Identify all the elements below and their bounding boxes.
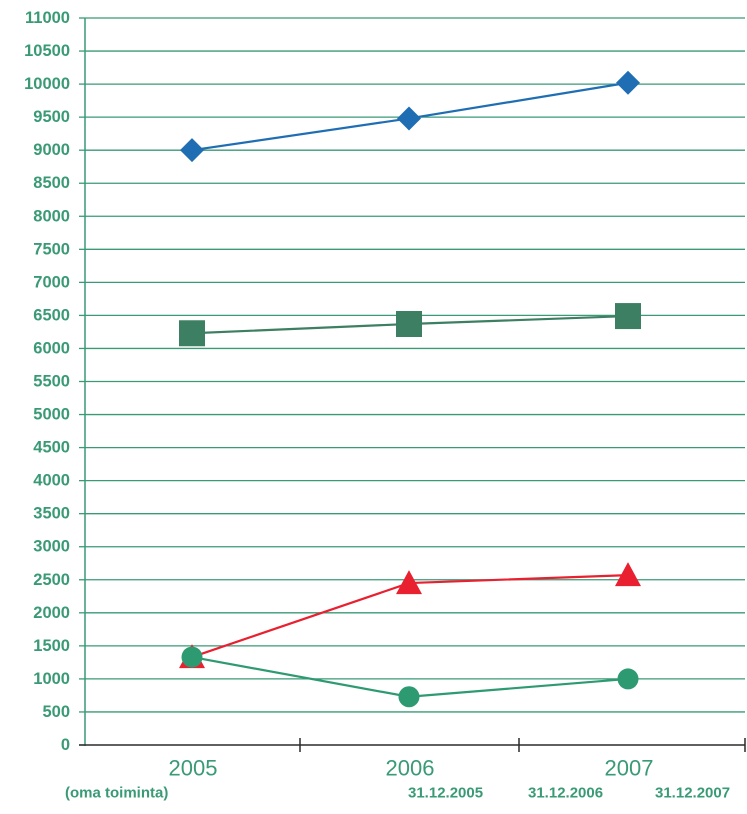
series-2-point-2007 [615,303,641,330]
y-tick-2000: 2000 [33,604,70,622]
y-tick-10000: 10000 [24,75,70,93]
y-tick-4500: 4500 [33,439,70,457]
y-tick-9500: 9500 [33,108,70,126]
x-tick-2006: 2006 [386,756,435,781]
y-tick-3000: 3000 [33,538,70,556]
y-tick-6000: 6000 [33,339,70,357]
series-1-point-2006 [397,106,421,131]
y-tick-7500: 7500 [33,240,70,258]
series-4-point-2006 [398,686,420,708]
y-tick-6500: 6500 [33,306,70,324]
y-tick-10500: 10500 [24,42,70,60]
y-tick-8500: 8500 [33,174,70,192]
y-tick-0: 0 [61,736,70,754]
y-tick-7000: 7000 [33,273,70,291]
series-1-point-2007 [616,70,640,95]
x-tick-2007: 2007 [605,756,654,781]
series-4-point-2005 [181,646,203,668]
y-tick-1000: 1000 [33,670,70,688]
y-tick-2500: 2500 [33,571,70,589]
series-4-point-2007 [617,668,639,690]
x-tick-labels: 2005 2006 2007 [169,756,654,781]
y-tick-1500: 1500 [33,637,70,655]
y-tick-500: 500 [42,703,70,721]
footer-note: (oma toiminta) [65,784,169,802]
y-tick-labels: 0 500 1000 1500 2000 2500 3000 3500 4000 4500 5000… [24,9,70,754]
y-tick-8000: 8000 [33,207,70,225]
series-3-point-2007 [615,562,641,587]
series-2-point-2006 [396,311,422,338]
footer-date-2005: 31.12.2005 [408,784,484,802]
y-tick-3500: 3500 [33,505,70,523]
y-tick-11000: 11000 [25,9,70,27]
y-tick-9000: 9000 [33,141,70,159]
footer-date-2007: 31.12.2007 [655,784,731,802]
series-1-point-2005 [180,138,204,163]
y-tick-5000: 5000 [33,406,70,424]
series-3-point-2006 [396,570,422,595]
footer-date-2006: 31.12.2006 [528,784,604,802]
y-tick-5500: 5500 [33,373,70,391]
axes [79,17,746,752]
y-tick-4000: 4000 [33,472,70,490]
series-2-point-2005 [179,320,205,347]
series-group [179,70,641,708]
x-tick-2005: 2005 [169,756,218,781]
